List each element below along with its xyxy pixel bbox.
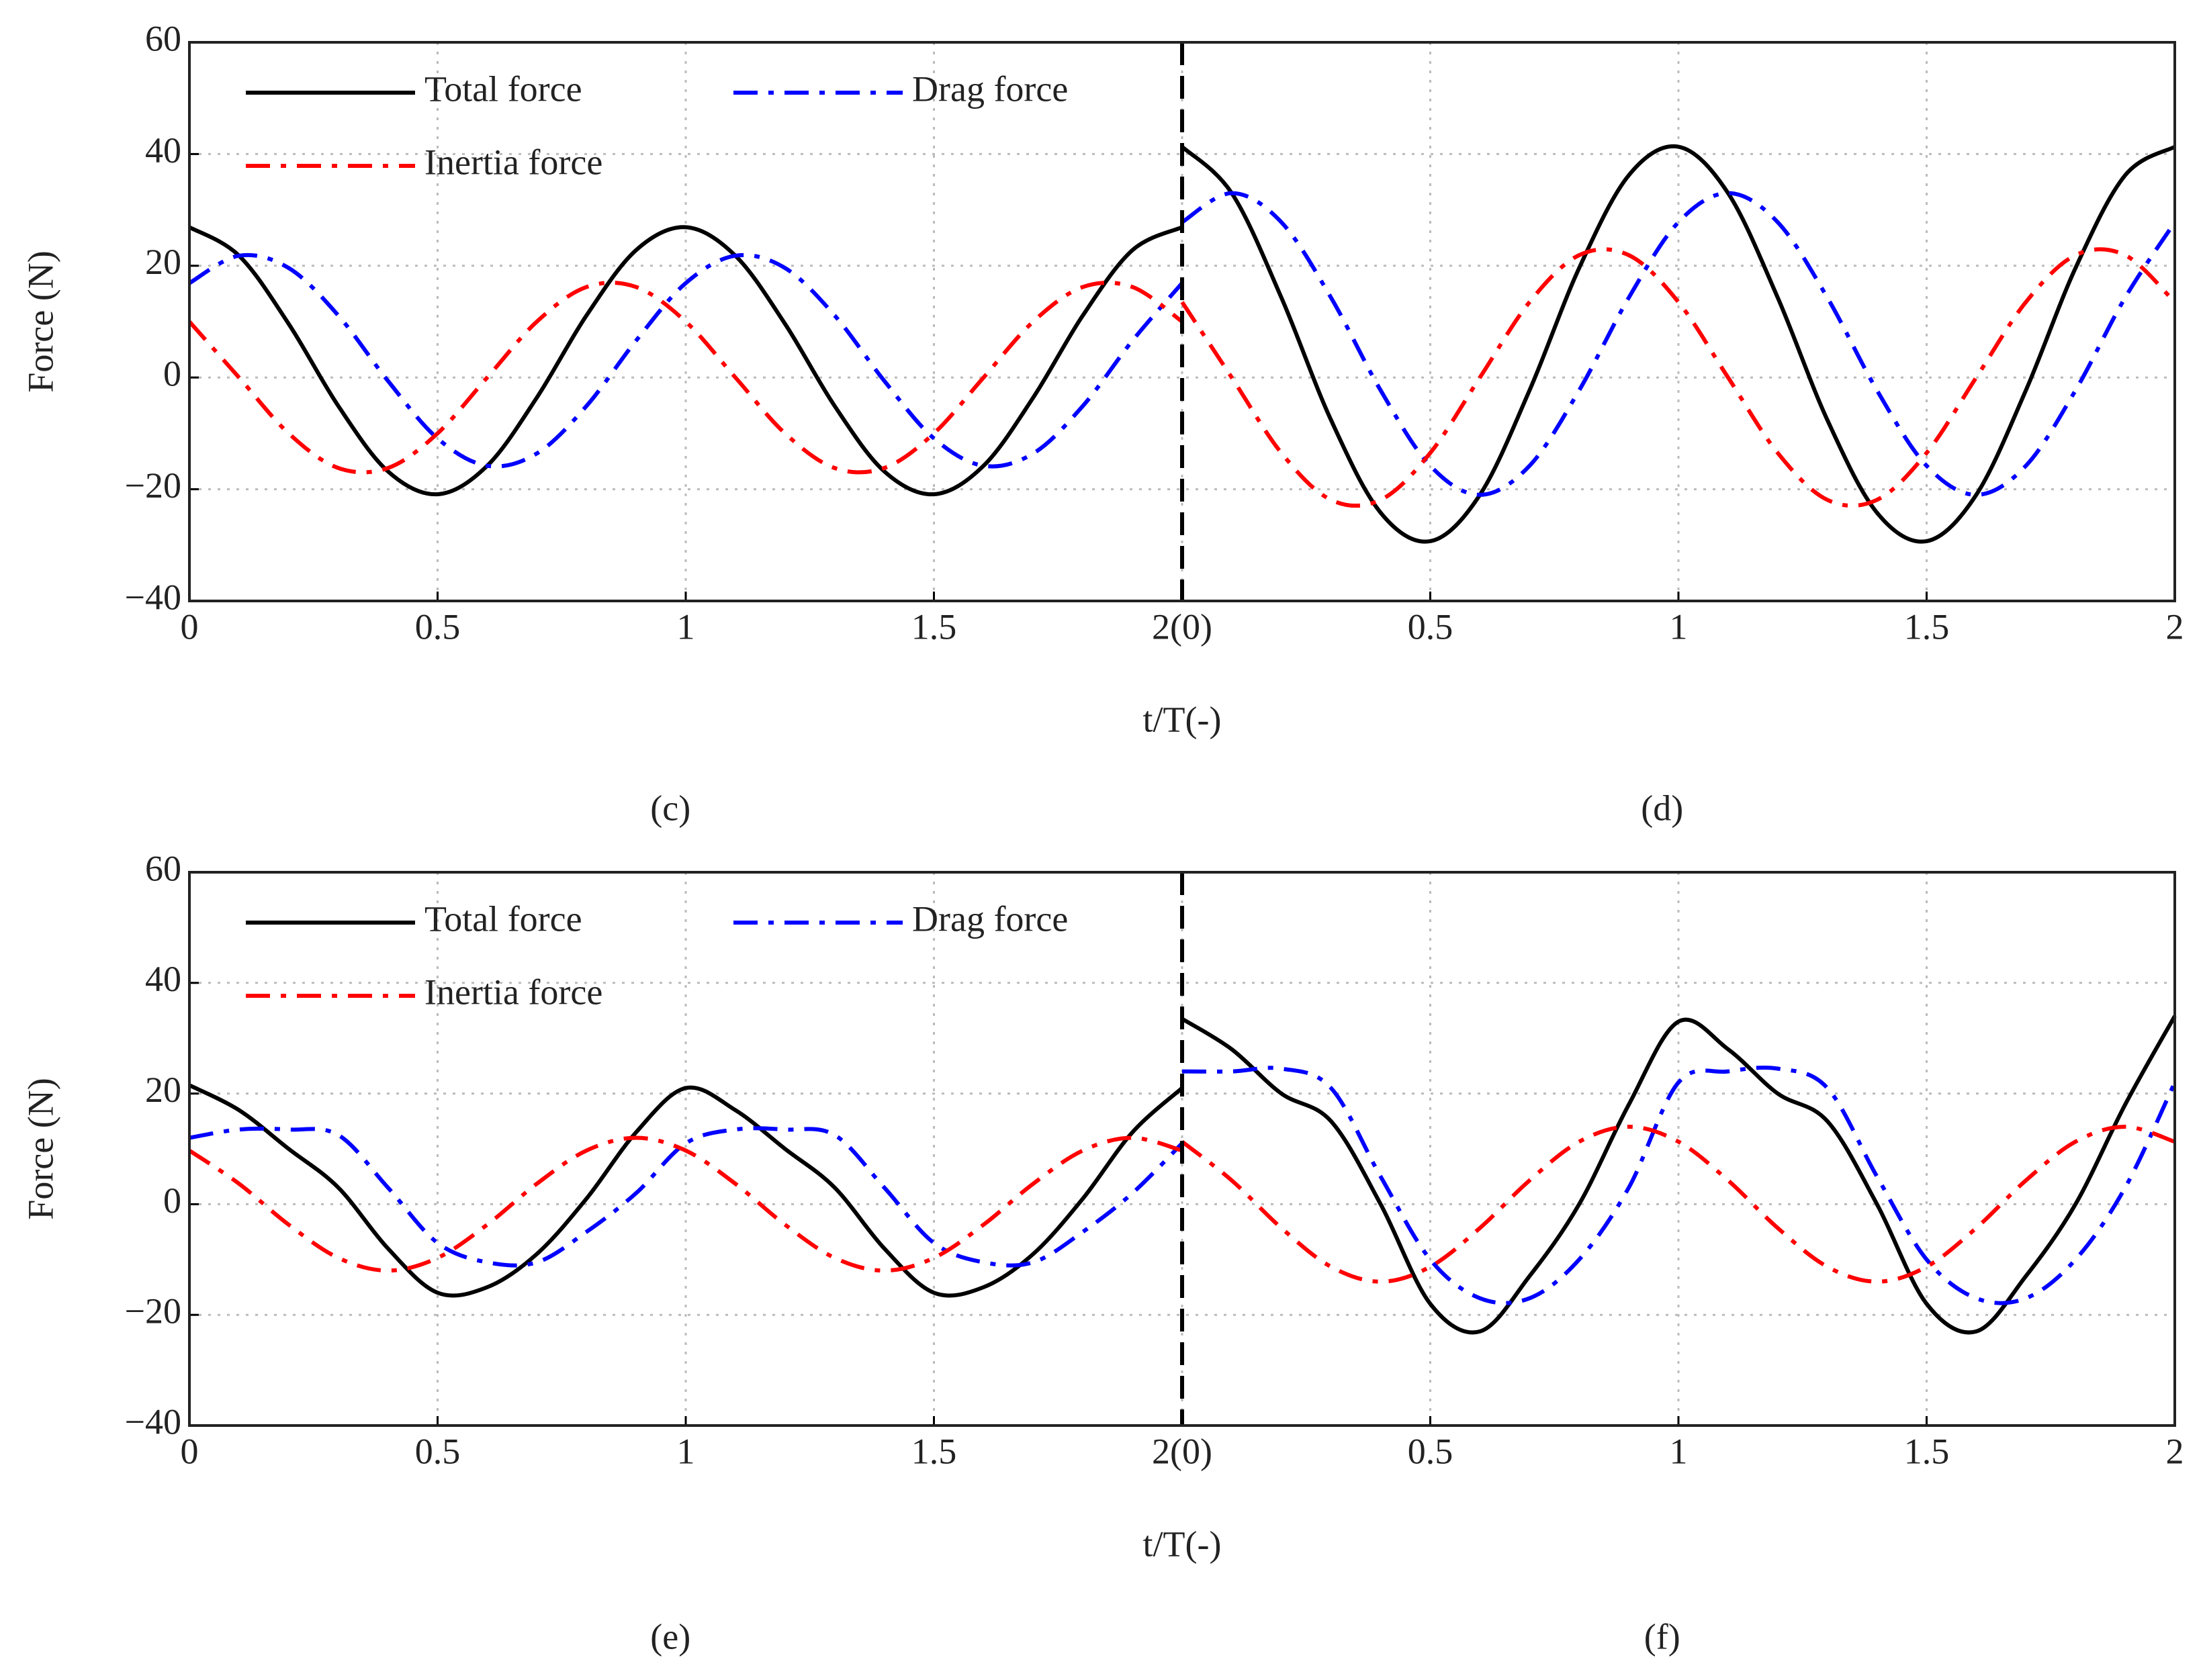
- series-line: [189, 1065, 2177, 1305]
- legend-label: Inertia force: [424, 142, 602, 182]
- x-tick-label: 2(0): [1152, 1431, 1212, 1471]
- y-tick-label: −20: [125, 1291, 181, 1332]
- x-tick-label: 1: [677, 606, 695, 647]
- x-axis-label: t/T(-): [1143, 1524, 1222, 1564]
- y-tick-label: 40: [145, 959, 181, 999]
- x-tick-label: 2: [2166, 1431, 2184, 1471]
- panel-label: (c): [650, 788, 690, 828]
- x-tick-label: 2(0): [1152, 606, 1212, 647]
- legend-label: Total force: [424, 68, 582, 109]
- x-tick-label: 0.5: [1408, 1431, 1453, 1471]
- x-tick-label: 1: [1670, 1431, 1688, 1471]
- series-line: [188, 191, 2177, 497]
- plot-frame: [188, 871, 2176, 1427]
- legend-label: Inertia force: [424, 972, 602, 1012]
- x-tick-label: 1.5: [1904, 1431, 1950, 1471]
- x-tick-label: 1.5: [911, 1431, 957, 1471]
- y-tick-label: −20: [125, 465, 181, 506]
- legend-label: Total force: [424, 898, 582, 939]
- y-tick-label: 60: [145, 18, 181, 58]
- y-tick-label: 20: [145, 242, 181, 282]
- x-tick-label: 0: [181, 1431, 199, 1471]
- plot-frame: [188, 41, 2176, 602]
- y-tick-label: 0: [163, 1180, 181, 1221]
- y-tick-label: 20: [145, 1070, 181, 1110]
- x-axis-label: t/T(-): [1143, 699, 1222, 739]
- y-tick-label: 60: [145, 848, 181, 888]
- panel-label: (e): [650, 1616, 690, 1656]
- series-line: [188, 1015, 2177, 1335]
- x-tick-label: 0: [181, 606, 199, 647]
- series-line: [188, 144, 2176, 544]
- legend-label: Drag force: [912, 68, 1068, 109]
- y-tick-label: −40: [125, 1401, 181, 1442]
- x-tick-label: 1.5: [911, 606, 957, 647]
- panel-label: (f): [1644, 1616, 1680, 1656]
- series-line: [188, 1125, 2175, 1284]
- x-tick-label: 1: [1670, 606, 1688, 647]
- series-line: [187, 247, 2177, 508]
- y-axis-label: Force (N): [20, 1078, 60, 1219]
- y-tick-label: 40: [145, 130, 181, 171]
- panel-label: (d): [1641, 788, 1683, 828]
- y-tick-label: 0: [163, 354, 181, 394]
- x-tick-label: 0.5: [1408, 606, 1453, 647]
- x-tick-label: 2: [2166, 606, 2184, 647]
- x-tick-label: 0.5: [415, 1431, 461, 1471]
- legend-label: Drag force: [912, 898, 1068, 939]
- x-tick-label: 1.5: [1904, 606, 1950, 647]
- x-tick-label: 0.5: [415, 606, 461, 647]
- y-axis-label: Force (N): [20, 250, 60, 392]
- x-tick-label: 1: [677, 1431, 695, 1471]
- y-tick-label: −40: [125, 577, 181, 617]
